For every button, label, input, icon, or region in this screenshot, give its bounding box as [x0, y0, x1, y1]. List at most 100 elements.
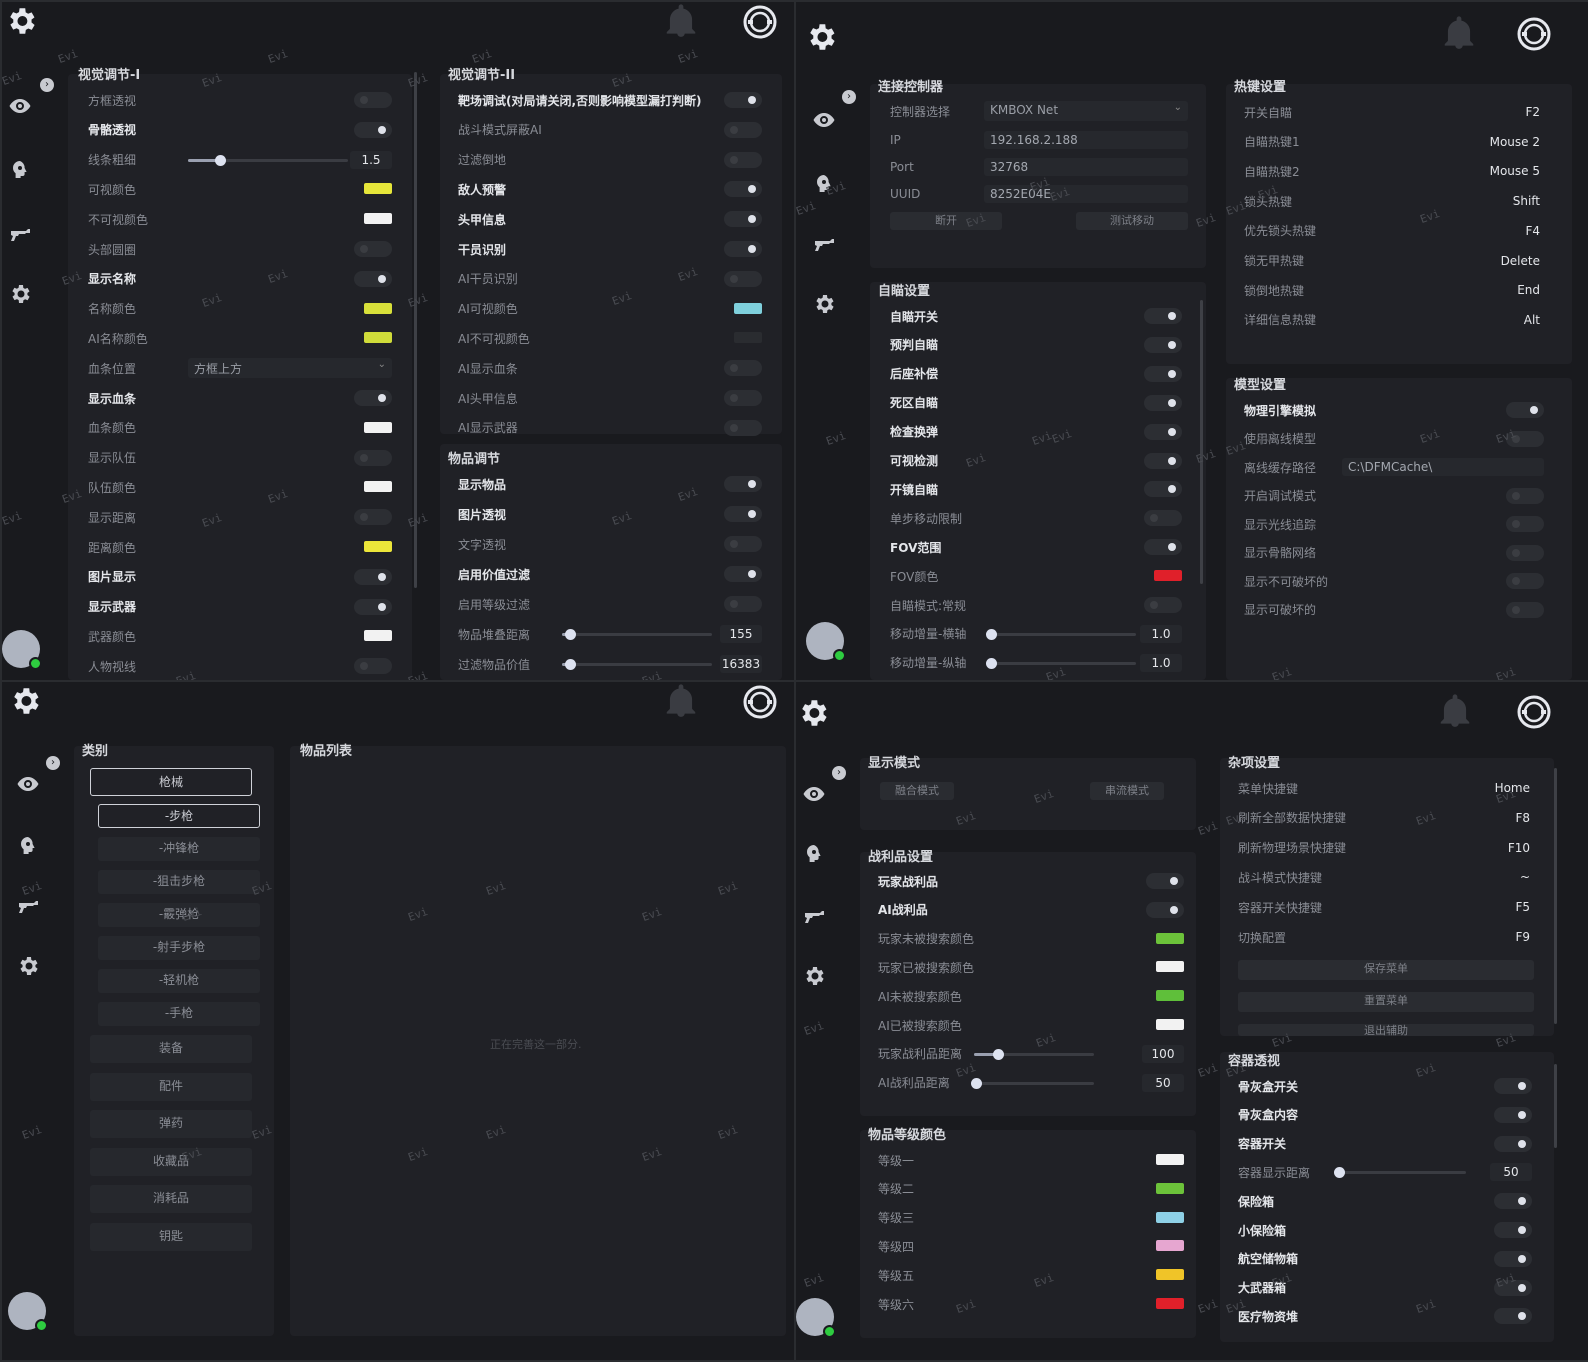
- helmet-logo-icon[interactable]: [1514, 14, 1554, 54]
- toggle-switch[interactable]: [354, 92, 392, 108]
- toggle-switch[interactable]: [724, 211, 762, 228]
- scrollbar[interactable]: [1554, 768, 1557, 1024]
- save-menu-button[interactable]: 保存菜单: [1238, 960, 1534, 980]
- toggle-switch[interactable]: [1494, 1135, 1532, 1152]
- color-swatch[interactable]: [1156, 961, 1184, 973]
- dropdown-select[interactable]: 方框上方 ⌄: [188, 358, 392, 379]
- toggle-switch[interactable]: [354, 121, 392, 138]
- color-swatch[interactable]: [1156, 1211, 1184, 1223]
- toggle-switch[interactable]: [1146, 901, 1184, 918]
- toggle-switch[interactable]: [1506, 487, 1544, 504]
- toggle-switch[interactable]: [1506, 402, 1544, 418]
- hotkey-value[interactable]: F4: [1525, 223, 1540, 238]
- toggle-switch[interactable]: [1144, 510, 1182, 527]
- color-swatch[interactable]: [1154, 570, 1182, 582]
- nav-gear-icon[interactable]: [8, 282, 32, 306]
- nav-eye-icon[interactable]: [802, 782, 826, 806]
- toggle-switch[interactable]: [1144, 423, 1182, 440]
- user-avatar[interactable]: [806, 622, 846, 662]
- toggle-switch[interactable]: [724, 566, 762, 582]
- nav-eye-icon[interactable]: [812, 108, 836, 132]
- nav-eye-icon[interactable]: [16, 772, 40, 796]
- toggle-switch[interactable]: [1494, 1193, 1532, 1210]
- collapse-chevron-icon[interactable]: ›: [842, 90, 856, 104]
- slider-value[interactable]: 1.5: [350, 150, 392, 169]
- value-slider[interactable]: [188, 154, 348, 166]
- toggle-switch[interactable]: [1144, 336, 1182, 353]
- category-button[interactable]: 弹药: [90, 1110, 252, 1138]
- value-slider[interactable]: [562, 659, 712, 670]
- toggle-switch[interactable]: [1144, 452, 1182, 469]
- toggle-switch[interactable]: [1146, 873, 1184, 889]
- slider-value[interactable]: 16383: [720, 655, 762, 673]
- color-swatch[interactable]: [1156, 1298, 1184, 1309]
- color-swatch[interactable]: [364, 481, 392, 493]
- toggle-switch[interactable]: [354, 270, 392, 287]
- value-slider[interactable]: [971, 1077, 1094, 1089]
- color-swatch[interactable]: [364, 213, 392, 225]
- toggle-switch[interactable]: [354, 598, 392, 615]
- toggle-switch[interactable]: [354, 241, 392, 257]
- toggle-switch[interactable]: [1506, 601, 1544, 618]
- slider-knob[interactable]: [985, 628, 997, 640]
- toggle-switch[interactable]: [724, 121, 762, 138]
- slider-knob[interactable]: [993, 1048, 1004, 1060]
- slider-knob[interactable]: [215, 154, 226, 166]
- hotkey-value[interactable]: Mouse 5: [1489, 164, 1540, 179]
- hotkey-value[interactable]: F9: [1515, 930, 1530, 944]
- toggle-switch[interactable]: [1506, 573, 1544, 589]
- hotkey-value[interactable]: ~: [1519, 870, 1530, 885]
- notification-bell-icon[interactable]: [1440, 14, 1478, 52]
- notification-bell-icon[interactable]: [662, 682, 700, 720]
- collapse-chevron-icon[interactable]: ›: [40, 78, 54, 92]
- toggle-switch[interactable]: [354, 658, 392, 675]
- category-button[interactable]: 钥匙: [90, 1222, 252, 1251]
- slider-knob[interactable]: [564, 629, 576, 640]
- category-button[interactable]: 消耗品: [90, 1185, 252, 1213]
- toggle-switch[interactable]: [724, 476, 762, 492]
- color-swatch[interactable]: [364, 183, 392, 195]
- exit-assist-button[interactable]: 退出辅助: [1238, 1024, 1534, 1036]
- settings-gear-icon[interactable]: [804, 20, 838, 54]
- category-button[interactable]: -射手步枪: [98, 936, 260, 960]
- toggle-switch[interactable]: [724, 419, 762, 436]
- user-avatar[interactable]: [2, 630, 42, 670]
- hotkey-value[interactable]: F5: [1515, 900, 1530, 915]
- toggle-switch[interactable]: [1144, 308, 1182, 324]
- toggle-switch[interactable]: [1494, 1078, 1532, 1094]
- toggle-switch[interactable]: [724, 181, 762, 198]
- category-button[interactable]: -霰弹枪: [98, 903, 260, 927]
- collapse-chevron-icon[interactable]: ›: [832, 766, 846, 780]
- toggle-switch[interactable]: [724, 151, 762, 168]
- toggle-switch[interactable]: [354, 390, 392, 406]
- slider-knob[interactable]: [985, 657, 997, 669]
- helmet-logo-icon[interactable]: [740, 682, 780, 722]
- nav-head-icon[interactable]: [812, 172, 836, 196]
- nav-gear-icon[interactable]: [16, 954, 40, 978]
- nav-gun-icon[interactable]: [8, 222, 32, 246]
- value-slider[interactable]: [1333, 1167, 1466, 1179]
- notification-bell-icon[interactable]: [662, 2, 700, 40]
- slider-value[interactable]: 1.0: [1140, 653, 1182, 672]
- scrollbar[interactable]: [1554, 1064, 1557, 1148]
- stream-mode-button[interactable]: 串流模式: [1090, 782, 1164, 800]
- nav-head-icon[interactable]: [802, 842, 826, 866]
- toggle-switch[interactable]: [724, 92, 762, 108]
- toggle-switch[interactable]: [724, 390, 762, 406]
- value-slider[interactable]: [985, 628, 1136, 640]
- slider-knob[interactable]: [971, 1077, 983, 1089]
- disconnect-button[interactable]: 断开: [890, 212, 1002, 230]
- nav-head-icon[interactable]: [16, 834, 40, 858]
- nav-gun-icon[interactable]: [802, 904, 826, 928]
- fusion-mode-button[interactable]: 融合模式: [880, 782, 954, 800]
- category-button[interactable]: -轻机枪: [98, 969, 260, 993]
- nav-eye-icon[interactable]: [8, 94, 32, 118]
- helmet-logo-icon[interactable]: [740, 2, 780, 42]
- helmet-logo-icon[interactable]: [1514, 692, 1554, 732]
- settings-gear-icon[interactable]: [8, 684, 42, 718]
- category-button[interactable]: -步枪: [98, 804, 260, 828]
- hotkey-value[interactable]: F2: [1525, 105, 1540, 119]
- category-button[interactable]: -狙击步枪: [98, 870, 260, 894]
- text-field[interactable]: 192.168.2.188: [984, 131, 1188, 149]
- category-button[interactable]: -冲锋枪: [98, 837, 260, 861]
